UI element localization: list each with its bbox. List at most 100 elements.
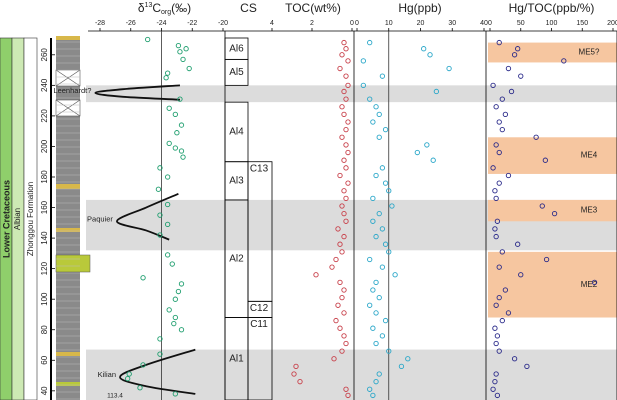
data-point bbox=[494, 218, 501, 224]
data-point bbox=[496, 119, 502, 125]
data-point bbox=[376, 134, 382, 140]
data-point bbox=[493, 142, 499, 148]
data-point bbox=[337, 279, 343, 286]
data-point bbox=[492, 325, 498, 331]
zone-label: Al1 bbox=[229, 353, 244, 364]
data-point bbox=[492, 379, 498, 385]
data-point bbox=[373, 279, 379, 286]
data-point bbox=[345, 392, 351, 399]
data-point bbox=[386, 188, 392, 194]
data-point bbox=[379, 165, 386, 171]
depth-tick-label: 220 bbox=[40, 109, 49, 123]
data-point bbox=[379, 264, 386, 270]
lithology-marl bbox=[55, 254, 91, 273]
data-point bbox=[175, 42, 182, 49]
data-point bbox=[386, 348, 392, 354]
data-point bbox=[499, 96, 505, 102]
data-point bbox=[533, 134, 539, 140]
data-point bbox=[430, 157, 436, 163]
zone-label: Al3 bbox=[229, 175, 244, 186]
zone-label: Al4 bbox=[229, 127, 244, 138]
data-point bbox=[172, 296, 178, 302]
data-point bbox=[166, 140, 172, 147]
data-point bbox=[492, 188, 498, 194]
data-point bbox=[140, 362, 146, 368]
data-point bbox=[335, 302, 341, 308]
data-point bbox=[180, 56, 186, 63]
data-point bbox=[505, 65, 512, 72]
excursion-curve bbox=[119, 348, 196, 395]
data-point bbox=[389, 203, 395, 209]
data-point bbox=[343, 46, 349, 52]
x-tick-label: 0 bbox=[488, 20, 492, 27]
title-sup: 13 bbox=[145, 2, 153, 9]
data-point bbox=[343, 218, 349, 224]
data-point bbox=[157, 351, 163, 357]
zone-label: Al5 bbox=[229, 67, 244, 78]
data-point bbox=[343, 386, 349, 392]
lithology-cross bbox=[55, 69, 81, 87]
data-point bbox=[137, 385, 143, 391]
data-point bbox=[345, 119, 351, 125]
data-point bbox=[341, 287, 347, 293]
depth-tick-label: 240 bbox=[40, 78, 49, 92]
data-point bbox=[367, 256, 373, 263]
data-point bbox=[370, 287, 376, 293]
data-point bbox=[367, 302, 373, 308]
data-point bbox=[169, 261, 175, 267]
x-tick-label: 150 bbox=[576, 20, 588, 27]
data-point bbox=[561, 58, 567, 64]
data-point bbox=[373, 233, 379, 240]
title-part: δ bbox=[138, 1, 145, 15]
background-layer bbox=[86, 85, 617, 400]
event-zone-label: ME5? bbox=[579, 48, 600, 57]
data-point bbox=[496, 39, 502, 46]
data-point bbox=[490, 82, 496, 89]
data-point bbox=[335, 226, 341, 232]
panel-title: Hg/TOC(ppb/%) bbox=[509, 1, 595, 15]
x-tick-label: 200 bbox=[607, 20, 617, 27]
data-point bbox=[499, 249, 505, 255]
data-point bbox=[493, 340, 499, 347]
x-tick-label: -24 bbox=[156, 20, 166, 27]
x-tick-label: 0 bbox=[350, 20, 354, 27]
data-point bbox=[518, 272, 524, 278]
excursion-label: Paquier bbox=[87, 214, 113, 223]
data-point bbox=[370, 218, 376, 224]
x-tick-label: 30 bbox=[448, 20, 456, 27]
x-tick-label: 40 bbox=[480, 20, 488, 27]
data-point bbox=[293, 363, 299, 370]
data-point bbox=[337, 325, 343, 331]
data-point bbox=[166, 105, 172, 111]
data-point bbox=[341, 310, 347, 316]
data-point bbox=[339, 52, 345, 58]
lithology-cross bbox=[55, 99, 81, 117]
data-point bbox=[382, 317, 389, 324]
data-point bbox=[490, 165, 496, 171]
data-point bbox=[339, 249, 345, 255]
data-point bbox=[398, 363, 405, 370]
data-point bbox=[490, 386, 496, 392]
data-point bbox=[511, 52, 518, 58]
data-point bbox=[508, 88, 515, 95]
data-point bbox=[343, 195, 349, 202]
data-point bbox=[360, 58, 366, 64]
data-point bbox=[427, 52, 433, 58]
data-point bbox=[524, 363, 530, 370]
data-point bbox=[493, 302, 499, 308]
formation-band bbox=[23, 37, 38, 400]
data-point bbox=[333, 256, 339, 263]
data-point bbox=[493, 371, 499, 377]
data-point bbox=[343, 126, 349, 133]
event-zone-label: ME3 bbox=[581, 206, 598, 215]
data-point bbox=[494, 333, 501, 339]
event-zone bbox=[488, 42, 617, 63]
data-point bbox=[297, 379, 303, 385]
data-point bbox=[496, 295, 502, 301]
data-point bbox=[341, 111, 347, 118]
data-point bbox=[164, 221, 171, 227]
data-point bbox=[329, 264, 335, 270]
x-tick-label: -20 bbox=[218, 20, 228, 27]
highlight-band bbox=[86, 85, 617, 103]
